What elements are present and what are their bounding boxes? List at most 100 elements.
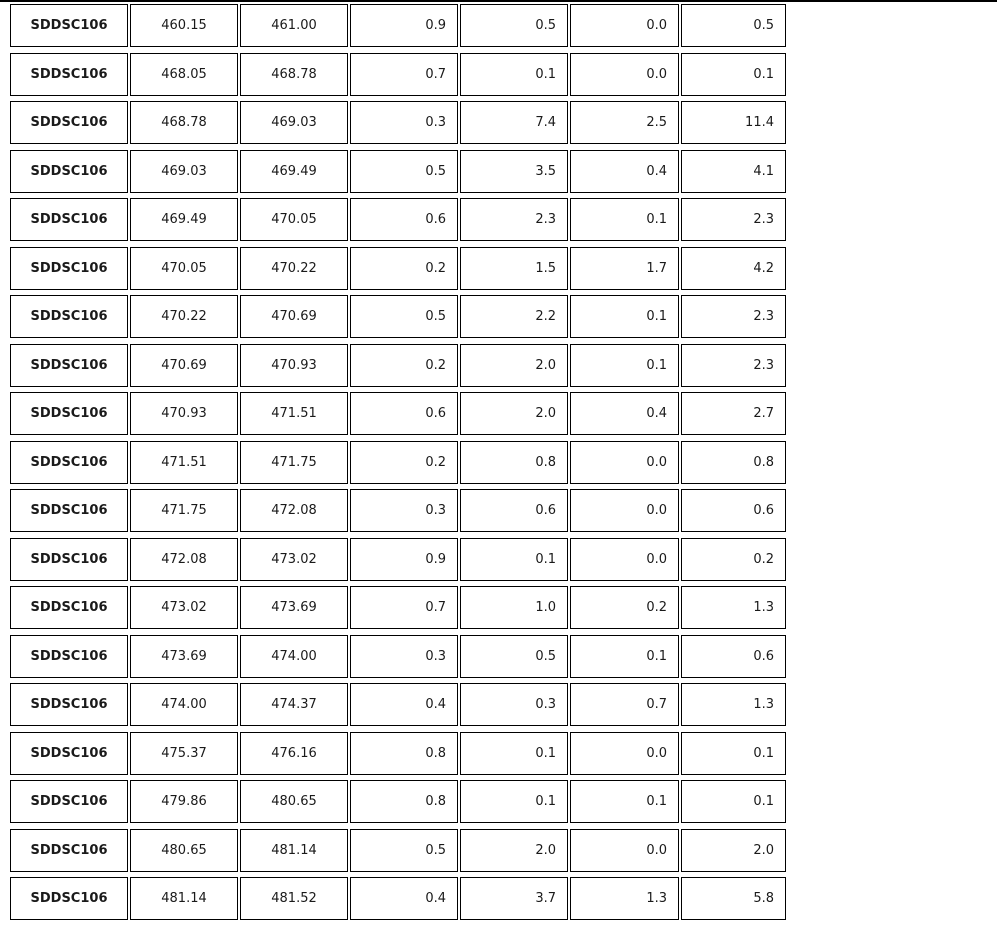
table-row: SDDSC106 474.00 474.37 0.4 0.3 0.7 1.3 xyxy=(10,683,786,726)
table-cell: 473.02 xyxy=(240,537,348,581)
table-cell: 1.7 xyxy=(570,246,679,290)
table-row: SDDSC106 475.37 476.16 0.8 0.1 0.0 0.1 xyxy=(10,731,786,775)
table-cell: 469.03 xyxy=(130,149,238,193)
table-cell: 0.7 xyxy=(350,586,458,629)
table-cell: SDDSC106 xyxy=(10,392,128,435)
table-cell: 479.86 xyxy=(130,780,238,823)
table-cell: 471.75 xyxy=(130,489,238,532)
table-cell: 469.49 xyxy=(240,149,348,193)
table-cell: 11.4 xyxy=(681,101,786,144)
table-cell: 2.3 xyxy=(681,343,786,387)
table-cell: 0.1 xyxy=(570,343,679,387)
table-cell: SDDSC106 xyxy=(10,489,128,532)
table-cell: 468.78 xyxy=(130,101,238,144)
table-cell: 0.6 xyxy=(350,392,458,435)
table-row: SDDSC106 480.65 481.14 0.5 2.0 0.0 2.0 xyxy=(10,828,786,872)
table-cell: 481.14 xyxy=(130,877,238,920)
table-cell: 0.1 xyxy=(570,295,679,338)
table-cell: 0.4 xyxy=(350,877,458,920)
table-cell: 0.1 xyxy=(681,52,786,96)
interval-data-table: SDDSC106 460.15 461.00 0.9 0.5 0.0 0.5 SDDSC106… xyxy=(10,4,786,920)
table-cell: 473.69 xyxy=(130,634,238,678)
table-cell: 5.8 xyxy=(681,877,786,920)
table-cell: 470.93 xyxy=(240,343,348,387)
table-cell: 471.51 xyxy=(130,440,238,484)
table-cell: 476.16 xyxy=(240,731,348,775)
table-cell: 470.05 xyxy=(130,246,238,290)
table-cell: 0.3 xyxy=(350,634,458,678)
table-cell: 0.1 xyxy=(570,780,679,823)
table-cell: 0.4 xyxy=(570,149,679,193)
table-cell: 0.1 xyxy=(681,780,786,823)
table-row: SDDSC106 471.51 471.75 0.2 0.8 0.0 0.8 xyxy=(10,440,786,484)
table-cell: 0.5 xyxy=(460,4,568,47)
table-row: SDDSC106 469.49 470.05 0.6 2.3 0.1 2.3 xyxy=(10,198,786,241)
table-cell: 0.5 xyxy=(350,295,458,338)
table-cell: 0.4 xyxy=(570,392,679,435)
table-cell: 470.05 xyxy=(240,198,348,241)
table-cell: 0.0 xyxy=(570,731,679,775)
table-cell: 468.78 xyxy=(240,52,348,96)
table-cell: SDDSC106 xyxy=(10,149,128,193)
table-cell: SDDSC106 xyxy=(10,683,128,726)
table-cell: 0.1 xyxy=(681,731,786,775)
table-cell: SDDSC106 xyxy=(10,101,128,144)
table-cell: 1.5 xyxy=(460,246,568,290)
table-cell: 0.9 xyxy=(350,537,458,581)
table-cell: 2.0 xyxy=(681,828,786,872)
table-cell: 481.14 xyxy=(240,828,348,872)
table-cell: 471.75 xyxy=(240,440,348,484)
table-cell: 0.6 xyxy=(460,489,568,532)
table-cell: 472.08 xyxy=(240,489,348,532)
table-row: SDDSC106 473.69 474.00 0.3 0.5 0.1 0.6 xyxy=(10,634,786,678)
table-cell: 0.5 xyxy=(460,634,568,678)
table-cell: 0.1 xyxy=(460,537,568,581)
table-cell: 2.2 xyxy=(460,295,568,338)
table-cell: 3.7 xyxy=(460,877,568,920)
table-cell: SDDSC106 xyxy=(10,295,128,338)
table-cell: 474.00 xyxy=(240,634,348,678)
table-cell: 0.0 xyxy=(570,537,679,581)
table-cell: SDDSC106 xyxy=(10,780,128,823)
table-cell: 0.5 xyxy=(350,828,458,872)
table-row: SDDSC106 470.69 470.93 0.2 2.0 0.1 2.3 xyxy=(10,343,786,387)
table-cell: 480.65 xyxy=(240,780,348,823)
table-row: SDDSC106 473.02 473.69 0.7 1.0 0.2 1.3 xyxy=(10,586,786,629)
table-cell: 0.2 xyxy=(350,440,458,484)
table-row: SDDSC106 472.08 473.02 0.9 0.1 0.0 0.2 xyxy=(10,537,786,581)
table-cell: 470.69 xyxy=(240,295,348,338)
table-cell: SDDSC106 xyxy=(10,537,128,581)
table-cell: 0.9 xyxy=(350,4,458,47)
table-cell: 468.05 xyxy=(130,52,238,96)
table-cell: 0.6 xyxy=(350,198,458,241)
table-row: SDDSC106 470.05 470.22 0.2 1.5 1.7 4.2 xyxy=(10,246,786,290)
table-cell: 0.0 xyxy=(570,4,679,47)
table-cell: 0.6 xyxy=(681,634,786,678)
table-cell: SDDSC106 xyxy=(10,4,128,47)
table-cell: 461.00 xyxy=(240,4,348,47)
table-cell: 0.2 xyxy=(570,586,679,629)
table-cell: 0.8 xyxy=(460,440,568,484)
table-cell: 469.03 xyxy=(240,101,348,144)
table-row: SDDSC106 470.22 470.69 0.5 2.2 0.1 2.3 xyxy=(10,295,786,338)
table-cell: 0.7 xyxy=(570,683,679,726)
table-cell: 2.0 xyxy=(460,343,568,387)
table-cell: SDDSC106 xyxy=(10,634,128,678)
top-divider-rule xyxy=(0,0,997,2)
table-cell: 2.7 xyxy=(681,392,786,435)
table-cell: 0.1 xyxy=(460,780,568,823)
table-cell: 1.3 xyxy=(681,586,786,629)
table-cell: 0.0 xyxy=(570,489,679,532)
table-cell: 475.37 xyxy=(130,731,238,775)
table-row: SDDSC106 460.15 461.00 0.9 0.5 0.0 0.5 xyxy=(10,4,786,47)
table-row: SDDSC106 470.93 471.51 0.6 2.0 0.4 2.7 xyxy=(10,392,786,435)
table-row: SDDSC106 471.75 472.08 0.3 0.6 0.0 0.6 xyxy=(10,489,786,532)
table-cell: SDDSC106 xyxy=(10,440,128,484)
table-row: SDDSC106 468.05 468.78 0.7 0.1 0.0 0.1 xyxy=(10,52,786,96)
table-cell: 4.1 xyxy=(681,149,786,193)
table-cell: 0.0 xyxy=(570,52,679,96)
table-cell: 2.0 xyxy=(460,828,568,872)
table-cell: 2.0 xyxy=(460,392,568,435)
table-cell: 7.4 xyxy=(460,101,568,144)
table-cell: 472.08 xyxy=(130,537,238,581)
